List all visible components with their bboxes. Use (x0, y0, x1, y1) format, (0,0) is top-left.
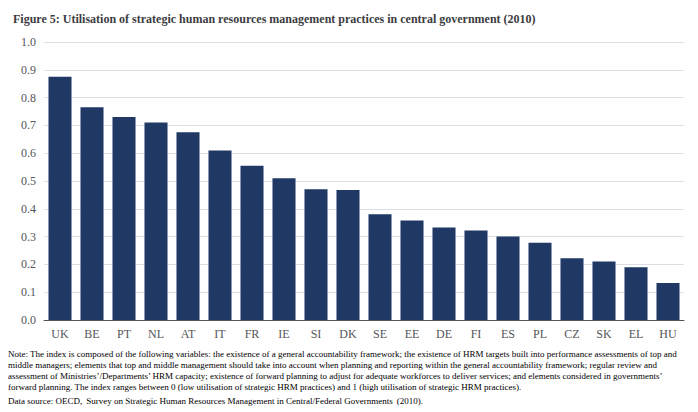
svg-text:SI: SI (311, 327, 322, 341)
svg-text:0.0: 0.0 (21, 313, 36, 327)
svg-text:forward planning. The index ra: forward planning. The index ranges betwe… (8, 382, 521, 392)
svg-text:ES: ES (501, 327, 515, 341)
svg-text:PT: PT (117, 327, 132, 341)
svg-text:CZ: CZ (564, 327, 579, 341)
svg-text:SE: SE (373, 327, 387, 341)
svg-text:0.9: 0.9 (21, 63, 36, 77)
svg-text:0.5: 0.5 (21, 174, 36, 188)
svg-text:0.2: 0.2 (21, 257, 36, 271)
svg-text:0.7: 0.7 (21, 118, 36, 132)
svg-text:Figure 5: Utilisation of strat: Figure 5: Utilisation of strategic human… (13, 12, 536, 26)
svg-text:SK: SK (596, 327, 612, 341)
svg-text:FI: FI (471, 327, 482, 341)
svg-text:assessment of Ministries’/Depa: assessment of Ministries’/Departments’ H… (8, 371, 664, 381)
svg-text:Data source: OECD, Survey on: Data source: OECD, Survey on Strategic H… (8, 396, 423, 406)
svg-text:0.6: 0.6 (21, 146, 36, 160)
svg-text:IT: IT (214, 327, 226, 341)
svg-text:UK: UK (51, 327, 69, 341)
svg-text:0.4: 0.4 (21, 202, 36, 216)
svg-text:NL: NL (148, 327, 164, 341)
svg-text:1.0: 1.0 (21, 35, 36, 49)
svg-text:EL: EL (629, 327, 644, 341)
svg-text:Note: The index is composed of: Note: The index is composed of the follo… (8, 349, 679, 359)
svg-text:0.1: 0.1 (21, 285, 36, 299)
svg-text:0.8: 0.8 (21, 91, 36, 105)
svg-text:FR: FR (245, 327, 260, 341)
svg-text:0.3: 0.3 (21, 230, 36, 244)
svg-text:PL: PL (533, 327, 547, 341)
svg-text:BE: BE (84, 327, 99, 341)
svg-text:middle managers; elements that: middle managers; elements that top and m… (8, 360, 659, 370)
svg-text:EE: EE (405, 327, 420, 341)
svg-text:DE: DE (436, 327, 452, 341)
svg-text:IE: IE (278, 327, 289, 341)
svg-text:HU: HU (659, 327, 677, 341)
svg-text:DK: DK (339, 327, 357, 341)
svg-text:AT: AT (181, 327, 196, 341)
